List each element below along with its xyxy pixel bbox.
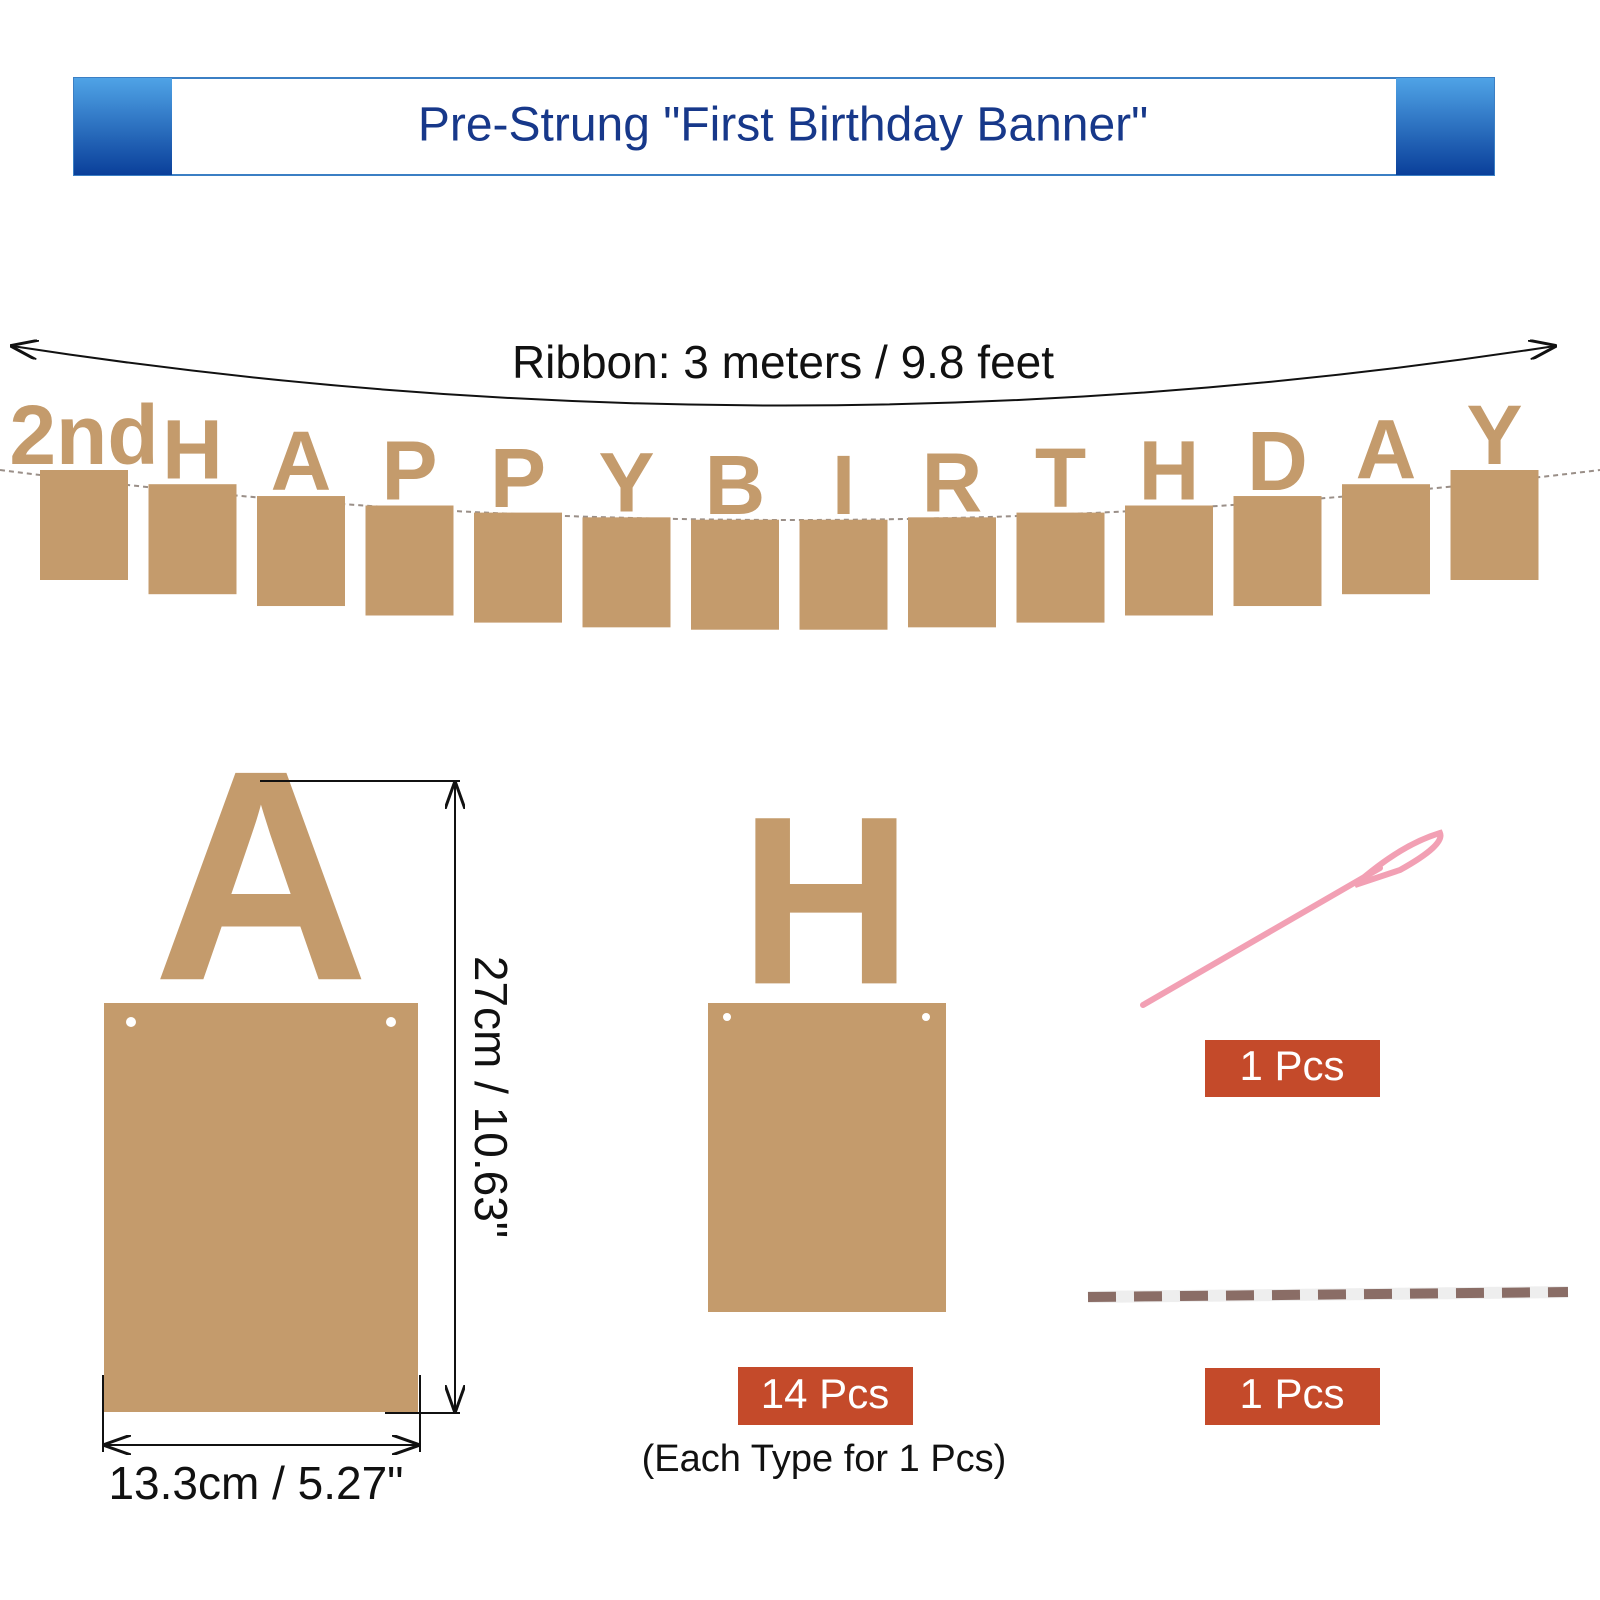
count-badge (738, 1367, 913, 1425)
banner-letter: A (271, 414, 332, 508)
twine (1087, 1286, 1569, 1303)
banner-card (40, 470, 128, 580)
banner-letter: P (381, 424, 437, 518)
banner-letter: P (490, 431, 546, 525)
banner-letter: I (832, 438, 855, 532)
banner-card (474, 512, 562, 623)
banner-card (691, 519, 779, 630)
banner-letter: R (922, 436, 983, 530)
needle-shaft (1140, 865, 1383, 1008)
banner-card (148, 484, 237, 595)
banner-letter: A (1356, 402, 1417, 496)
count-badge (1205, 1368, 1380, 1425)
card-letter: A (153, 707, 370, 1043)
banner-card (1450, 470, 1539, 580)
needle (1140, 829, 1444, 1008)
banner: 2nd H A P P Y B I R T H D A Y (9, 388, 1539, 630)
banner-card (582, 517, 671, 628)
banner-letter: 2nd (9, 388, 158, 482)
header-bar: Pre-Strung "First Birthday Banner" (73, 77, 1495, 176)
twine-stripe (1087, 1287, 1569, 1302)
hole (386, 1017, 396, 1027)
header-cap (1396, 78, 1494, 175)
count-label: 1 Pcs (1239, 1370, 1344, 1417)
card (708, 1003, 946, 1312)
header-cap (74, 78, 172, 175)
card (104, 1003, 418, 1412)
banner-letter: Y (598, 436, 654, 530)
width-label: 13.3cm / 5.27" (108, 1457, 403, 1509)
banner-letter: T (1035, 431, 1086, 525)
banner-letter: Y (1466, 388, 1522, 482)
banner-card (1125, 505, 1213, 616)
banner-letter: H (1139, 424, 1200, 518)
count-badge (1205, 1040, 1380, 1097)
banner-letter: H (162, 402, 223, 496)
banner-card (257, 496, 345, 607)
ribbon-arrow (12, 346, 1555, 407)
count-label: 1 Pcs (1239, 1042, 1344, 1089)
hole (922, 1013, 930, 1021)
hole (723, 1013, 731, 1021)
hole (126, 1017, 136, 1027)
header-frame (73, 77, 1495, 176)
banner-card (1342, 484, 1430, 595)
height-label: 27cm / 10.63" (465, 956, 517, 1238)
banner-card (1016, 512, 1105, 623)
needle-eye (1353, 829, 1444, 888)
banner-card (908, 517, 996, 628)
count-label: 14 Pcs (761, 1370, 889, 1417)
banner-letter: D (1247, 414, 1308, 508)
letter-card-h: H (708, 766, 946, 1312)
header-title: Pre-Strung "First Birthday Banner" (418, 99, 1148, 152)
card-letter: H (739, 766, 912, 1034)
banner-card (799, 519, 888, 630)
banner-card (1233, 496, 1322, 607)
count-note: (Each Type for 1 Pcs) (642, 1438, 1007, 1480)
banner-card (365, 505, 454, 616)
letter-card-a: A (104, 707, 418, 1412)
banner-letter: B (705, 438, 766, 532)
ribbon-label: Ribbon: 3 meters / 9.8 feet (512, 336, 1054, 388)
